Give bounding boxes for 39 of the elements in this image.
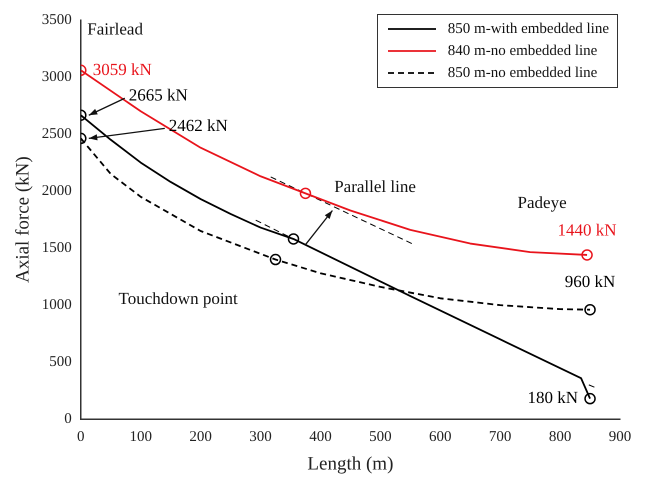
y-tick-label: 1000: [42, 297, 72, 314]
x-tick-label: 300: [249, 429, 272, 446]
point: [300, 188, 312, 200]
point: [270, 254, 282, 266]
x-tick-label: 500: [369, 429, 392, 446]
x-tick-label: 100: [129, 429, 152, 446]
legend-label: 850 m-with embedded line: [448, 20, 609, 39]
x-tick-label: 800: [548, 429, 572, 446]
annotation: Touchdown point: [118, 288, 238, 308]
y-tick-label: 2000: [42, 183, 72, 200]
y-tick-label: 1500: [42, 240, 72, 256]
annotation: 1440 kN: [558, 220, 617, 240]
annotation: 960 kN: [564, 272, 616, 292]
point: [584, 392, 596, 404]
x-tick-label: 200: [189, 429, 212, 446]
point: [584, 304, 596, 316]
x-tick-label: 0: [77, 429, 85, 446]
annotation: 2462 kN: [168, 116, 228, 135]
y-tick-label: 3000: [42, 68, 72, 85]
y-tick-label: 0: [64, 411, 72, 428]
annotation: Parallel line: [334, 177, 416, 196]
x-tick-label: 700: [488, 429, 512, 446]
y-axis-title: Axial force (kN): [12, 156, 34, 283]
x-axis-title: Length (m): [307, 454, 394, 475]
y-tick-label: 2500: [42, 126, 72, 142]
legend-label: 840 m-no embedded line: [448, 42, 598, 61]
point: [288, 233, 300, 245]
y-tick-label: 500: [49, 354, 72, 370]
annotation: 180 kN: [528, 388, 578, 408]
legend-label: 850 m-no embedded line: [448, 64, 598, 83]
x-tick-label: 400: [309, 429, 332, 446]
annotation: 3059 kN: [92, 60, 152, 79]
x-tick-label: 900: [608, 429, 632, 446]
annotation: Fairlead: [87, 19, 144, 38]
point: [581, 249, 593, 261]
x-tick-label: 600: [429, 429, 452, 446]
y-tick-label: 3500: [42, 12, 72, 28]
annotation: 2665 kN: [128, 86, 188, 105]
annotation: Padeye: [518, 193, 567, 212]
